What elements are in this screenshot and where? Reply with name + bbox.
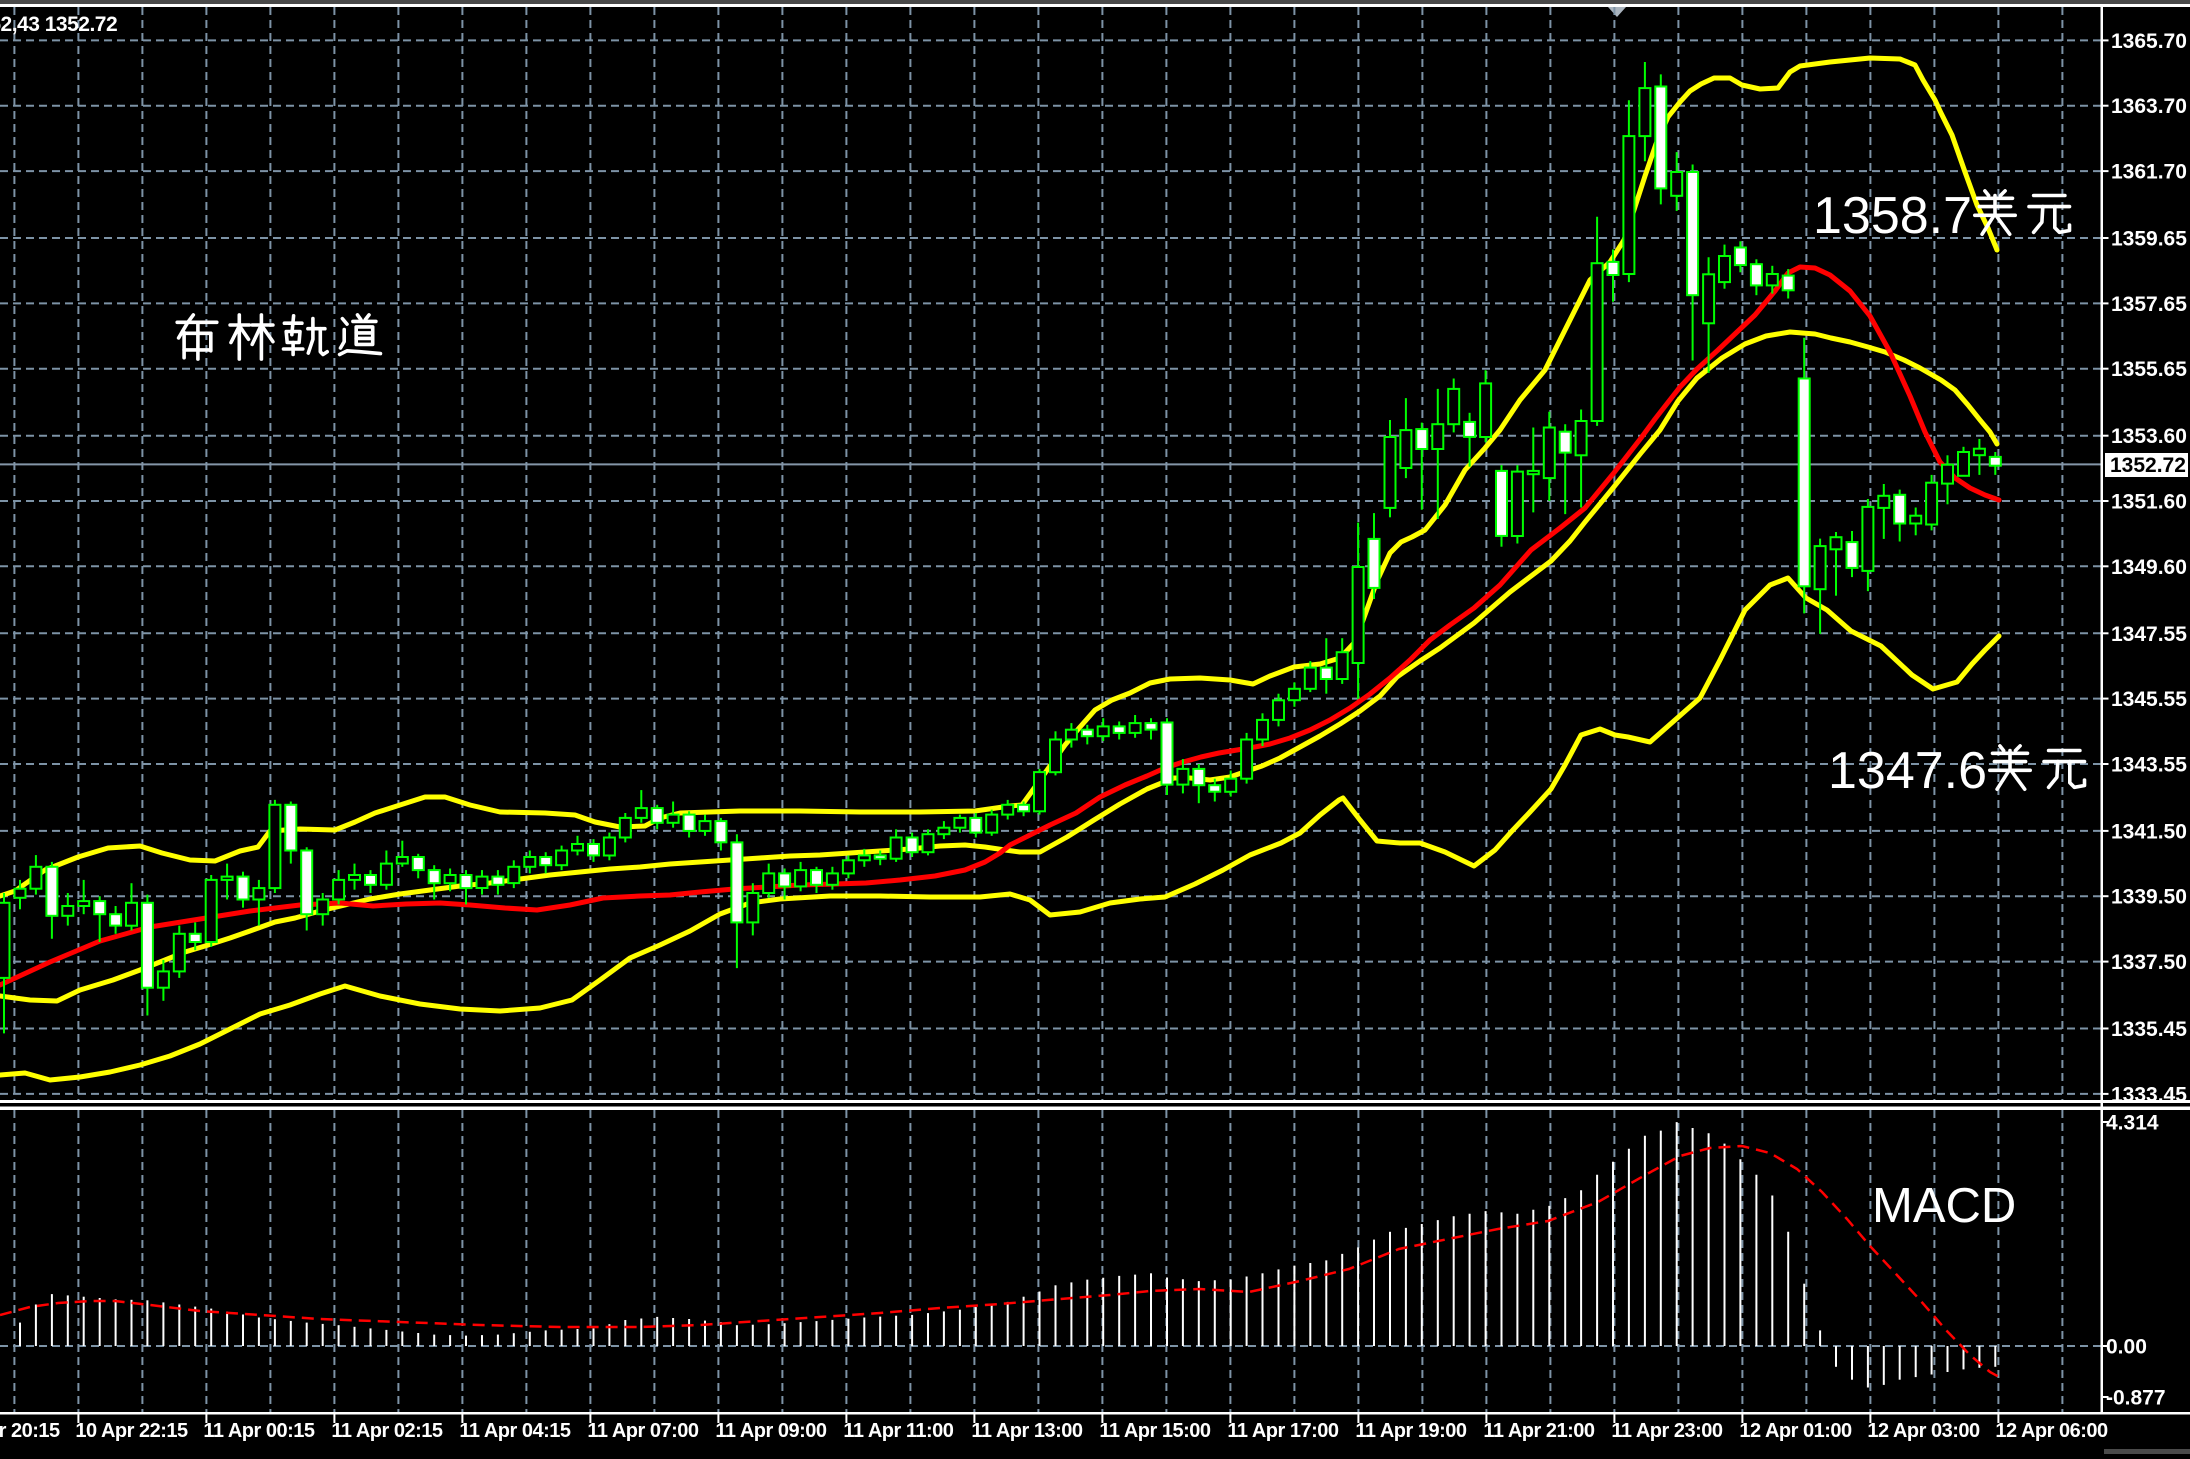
svg-text:-0.877: -0.877 (2106, 1387, 2166, 1410)
svg-text:11 Apr 21:00: 11 Apr 21:00 (1483, 1420, 1594, 1442)
svg-text:1345.55: 1345.55 (2111, 688, 2187, 711)
svg-text:10 Apr 22:15: 10 Apr 22:15 (75, 1420, 188, 1442)
svg-text:1353.60: 1353.60 (2111, 425, 2187, 448)
svg-text:1349.60: 1349.60 (2111, 556, 2187, 579)
svg-text:11 Apr 02:15: 11 Apr 02:15 (331, 1420, 442, 1442)
svg-text:1352.72: 1352.72 (2110, 454, 2186, 477)
svg-text:MACD: MACD (1872, 1179, 2016, 1233)
svg-text:11 Apr 11:00: 11 Apr 11:00 (843, 1420, 953, 1442)
svg-text:11 Apr 00:15: 11 Apr 00:15 (203, 1420, 314, 1442)
svg-text:1352,43 1352.72: 1352,43 1352.72 (0, 13, 117, 36)
svg-text:11 Apr 19:00: 11 Apr 19:00 (1355, 1420, 1466, 1442)
svg-text:1347.55: 1347.55 (2111, 623, 2187, 646)
svg-text:12 Apr 06:00: 12 Apr 06:00 (1995, 1420, 2108, 1442)
svg-text:1361.70: 1361.70 (2111, 161, 2187, 184)
svg-text:1365.70: 1365.70 (2111, 30, 2187, 53)
svg-text:11 Apr 07:00: 11 Apr 07:00 (587, 1420, 698, 1442)
svg-text:11 Apr 04:15: 11 Apr 04:15 (459, 1420, 570, 1442)
svg-text:11 Apr 23:00: 11 Apr 23:00 (1611, 1420, 1722, 1442)
svg-text:1341.50: 1341.50 (2111, 820, 2187, 843)
svg-text:11 Apr 13:00: 11 Apr 13:00 (971, 1420, 1082, 1442)
svg-text:0.00: 0.00 (2106, 1336, 2147, 1359)
svg-text:1351.60: 1351.60 (2111, 491, 2187, 514)
svg-text:11 Apr 09:00: 11 Apr 09:00 (715, 1420, 826, 1442)
svg-text:1337.50: 1337.50 (2111, 951, 2187, 974)
svg-text:10 Apr 20:15: 10 Apr 20:15 (0, 1420, 60, 1442)
svg-text:11 Apr 17:00: 11 Apr 17:00 (1227, 1420, 1338, 1442)
svg-text:11 Apr 15:00: 11 Apr 15:00 (1099, 1420, 1210, 1442)
svg-text:1339.50: 1339.50 (2111, 886, 2187, 909)
svg-text:1355.65: 1355.65 (2111, 358, 2187, 381)
svg-text:1363.70: 1363.70 (2111, 95, 2187, 118)
svg-text:1358.7: 1358.7 (1813, 187, 1972, 245)
svg-text:12 Apr 01:00: 12 Apr 01:00 (1739, 1420, 1852, 1442)
svg-text:1343.55: 1343.55 (2111, 754, 2187, 777)
svg-text:1347.6: 1347.6 (1828, 742, 1987, 800)
svg-text:1335.45: 1335.45 (2111, 1018, 2187, 1041)
svg-text:1357.65: 1357.65 (2111, 293, 2187, 316)
svg-text:12 Apr 03:00: 12 Apr 03:00 (1867, 1420, 1980, 1442)
svg-text:1359.65: 1359.65 (2111, 228, 2187, 251)
svg-text:4.314: 4.314 (2106, 1112, 2159, 1135)
svg-text:1333.45: 1333.45 (2111, 1083, 2187, 1106)
